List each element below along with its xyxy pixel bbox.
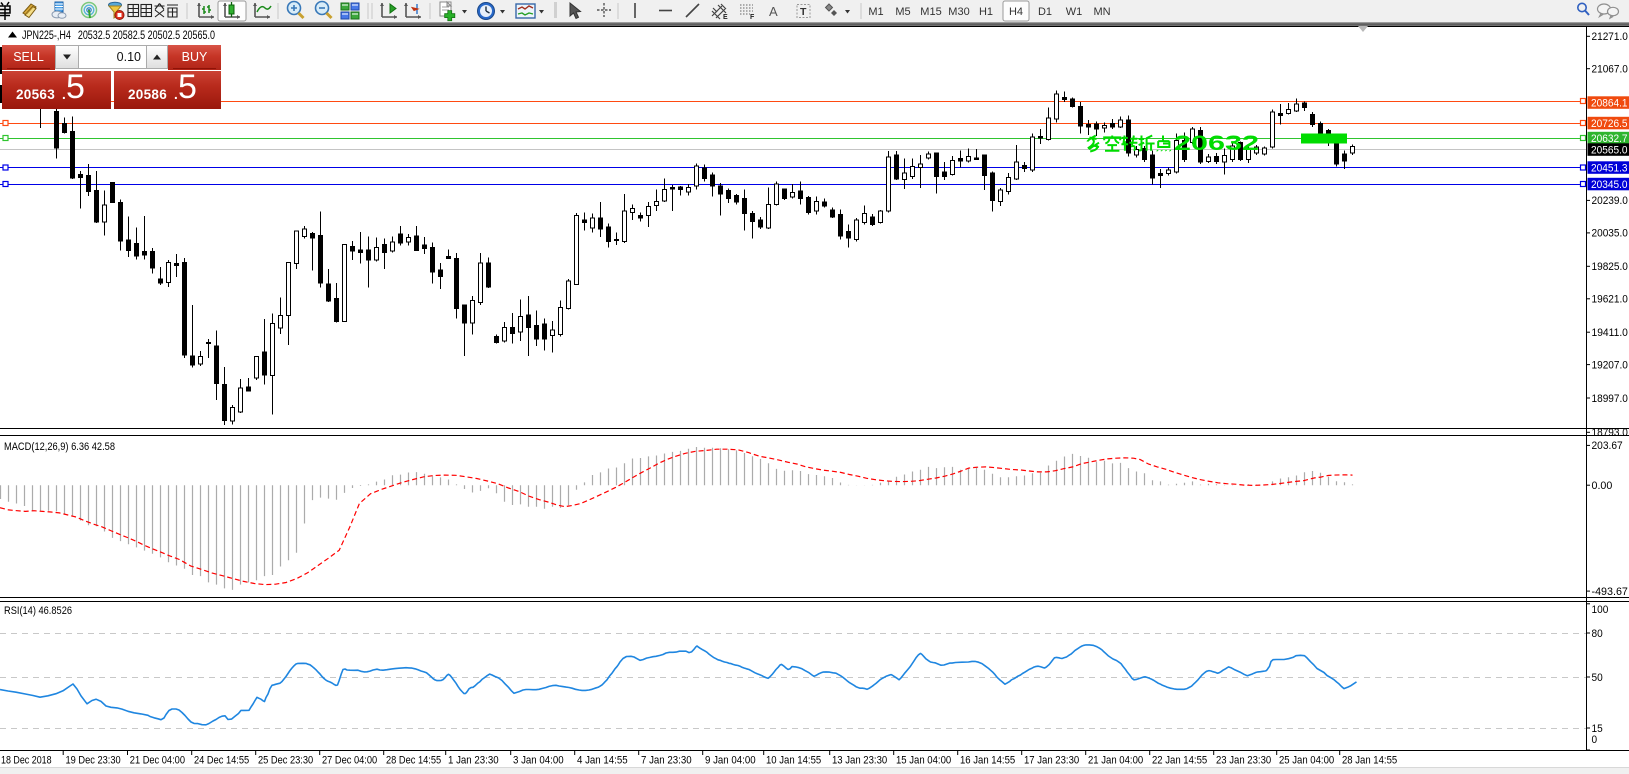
svg-text:F: F — [750, 14, 755, 21]
svg-text:3 Jan 04:00: 3 Jan 04:00 — [513, 755, 564, 767]
svg-text:80: 80 — [1592, 628, 1603, 640]
svg-text:22 Jan 14:55: 22 Jan 14:55 — [1152, 755, 1207, 767]
svg-text:24 Dec 14:55: 24 Dec 14:55 — [194, 755, 249, 767]
svg-text:19411.0: 19411.0 — [1592, 327, 1628, 339]
svg-text:9 Jan 04:00: 9 Jan 04:00 — [705, 755, 756, 767]
svg-text:20239.0: 20239.0 — [1592, 195, 1628, 207]
svg-text:1 Jan 23:30: 1 Jan 23:30 — [448, 755, 499, 767]
svg-text:20565.0: 20565.0 — [1591, 144, 1628, 156]
svg-text:18997.0: 18997.0 — [1592, 393, 1628, 405]
svg-text:JPN225-,H4 20532.5 20582.5 20: JPN225-,H4 20532.5 20582.5 20502.5 20565… — [22, 30, 215, 42]
svg-text:-493.67: -493.67 — [1592, 586, 1628, 598]
svg-text:D1: D1 — [1038, 6, 1052, 18]
svg-text:18 Dec 2018: 18 Dec 2018 — [1, 755, 52, 767]
svg-text:20632: 20632 — [1174, 132, 1259, 155]
svg-text:20345.0: 20345.0 — [1591, 179, 1628, 191]
svg-text:0.00: 0.00 — [1592, 480, 1613, 492]
svg-text:T: T — [800, 6, 807, 18]
svg-text:10 Jan 14:55: 10 Jan 14:55 — [766, 755, 821, 767]
svg-text:M5: M5 — [895, 6, 910, 18]
svg-text:21271.0: 21271.0 — [1592, 31, 1628, 43]
svg-text:4 Jan 14:55: 4 Jan 14:55 — [577, 755, 628, 767]
svg-text:19 Dec 23:30: 19 Dec 23:30 — [66, 755, 121, 767]
svg-text:W1: W1 — [1066, 6, 1083, 18]
svg-text:28 Dec 14:55: 28 Dec 14:55 — [386, 755, 441, 767]
svg-text:25 Jan 04:00: 25 Jan 04:00 — [1279, 755, 1334, 767]
svg-text:27 Dec 04:00: 27 Dec 04:00 — [322, 755, 377, 767]
svg-text:19207.0: 19207.0 — [1592, 359, 1628, 371]
svg-text:20864.1: 20864.1 — [1591, 97, 1628, 109]
svg-text:M15: M15 — [920, 6, 941, 18]
svg-text:7 Jan 23:30: 7 Jan 23:30 — [641, 755, 692, 767]
svg-text:28 Jan 14:55: 28 Jan 14:55 — [1342, 755, 1397, 767]
svg-text:20632.7: 20632.7 — [1591, 133, 1628, 145]
svg-text:E: E — [723, 14, 728, 21]
svg-text:50: 50 — [1592, 672, 1603, 684]
svg-text:M30: M30 — [948, 6, 969, 18]
svg-text:100: 100 — [1592, 604, 1609, 616]
svg-text:19825.0: 19825.0 — [1592, 261, 1628, 273]
svg-text:21067.0: 21067.0 — [1592, 64, 1628, 76]
svg-text:MN: MN — [1093, 6, 1110, 18]
svg-text:M1: M1 — [868, 6, 883, 18]
svg-text:25 Dec 23:30: 25 Dec 23:30 — [258, 755, 313, 767]
svg-text:16 Jan 14:55: 16 Jan 14:55 — [960, 755, 1015, 767]
svg-text:H4: H4 — [1009, 6, 1023, 18]
svg-text:19621.0: 19621.0 — [1592, 294, 1628, 306]
svg-text:21 Dec 04:00: 21 Dec 04:00 — [130, 755, 185, 767]
svg-text:20726.5: 20726.5 — [1591, 118, 1628, 130]
svg-text:H1: H1 — [979, 6, 993, 18]
svg-text:A: A — [769, 4, 778, 19]
svg-text:21 Jan 04:00: 21 Jan 04:00 — [1088, 755, 1143, 767]
svg-text:203.67: 203.67 — [1592, 440, 1623, 452]
svg-text:20451.3: 20451.3 — [1591, 162, 1628, 174]
svg-text:17 Jan 23:30: 17 Jan 23:30 — [1024, 755, 1079, 767]
svg-text:18793.0: 18793.0 — [1592, 427, 1628, 439]
svg-text:RSI(14) 46.8526: RSI(14) 46.8526 — [4, 605, 72, 617]
svg-text:0: 0 — [1592, 734, 1598, 746]
svg-text:MACD(12,26,9) 6.36 42.58: MACD(12,26,9) 6.36 42.58 — [4, 441, 115, 453]
svg-text:13 Jan 23:30: 13 Jan 23:30 — [832, 755, 887, 767]
svg-text:20035.0: 20035.0 — [1592, 228, 1628, 240]
svg-text:23 Jan 23:30: 23 Jan 23:30 — [1216, 755, 1271, 767]
svg-text:15 Jan 04:00: 15 Jan 04:00 — [896, 755, 951, 767]
